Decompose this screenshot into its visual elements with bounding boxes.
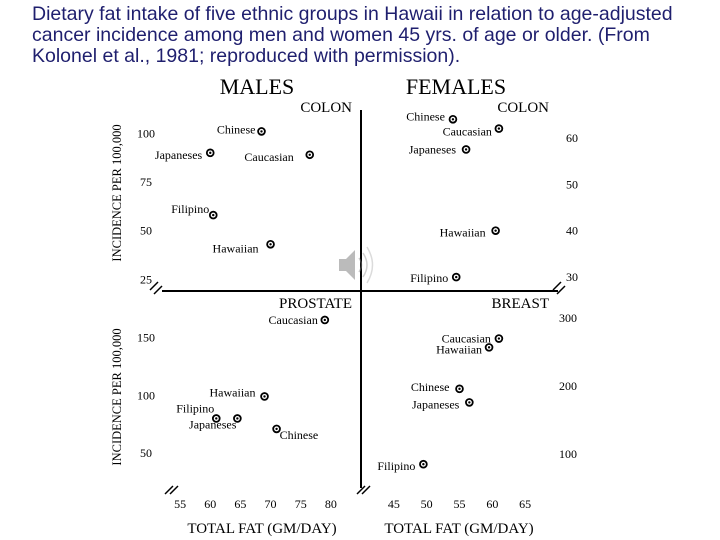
x-tick-label: 65: [234, 497, 246, 511]
data-point-center: [468, 401, 471, 404]
point-label: Caucasian: [244, 150, 293, 164]
axis-break-mark: [164, 485, 179, 495]
point-label: Japaneses: [155, 148, 203, 162]
point-label: Filipino: [176, 401, 214, 415]
data-point-center: [269, 243, 272, 246]
y-tick-label: 75: [140, 175, 152, 189]
data-point-center: [494, 229, 497, 232]
point-label: Japaneses: [412, 397, 460, 411]
data-point-center: [497, 127, 501, 130]
x-tick-label: 75: [295, 497, 307, 511]
axis-break-mark: [552, 281, 566, 295]
panel-title: COLON: [497, 100, 549, 116]
point-label: Chinese: [280, 428, 319, 442]
point-label: Filipino: [171, 202, 209, 216]
x-tick-label: 70: [265, 497, 277, 511]
y-tick-label: 50: [566, 177, 578, 191]
point-label: Caucasian: [269, 313, 318, 327]
males-header: MALES: [220, 74, 295, 99]
x-tick-label: 80: [325, 497, 337, 511]
data-point-center: [455, 275, 458, 279]
point-label: Chinese: [217, 122, 256, 136]
data-point-center: [212, 213, 215, 217]
speaker-icon: [339, 246, 374, 284]
data-point-center: [497, 337, 501, 340]
y-tick-label: 100: [559, 447, 577, 461]
x-tick-label: 60: [204, 497, 216, 511]
data-point-center: [275, 427, 278, 431]
data-point-center: [263, 395, 266, 398]
point-label: Filipino: [377, 459, 415, 473]
data-point-center: [458, 387, 461, 391]
point-label: Hawaiian: [436, 342, 482, 356]
x-tick-label: 55: [174, 497, 186, 511]
x-axis-label-males: TOTAL FAT (GM/DAY): [187, 521, 336, 537]
point-label: Caucasian: [443, 125, 492, 139]
y-axis-label-top: INCIDENCE PER 100,000: [110, 124, 124, 261]
x-tick-label: 55: [454, 497, 466, 511]
x-tick-label: 45: [388, 497, 400, 511]
x-tick-label: 60: [486, 497, 498, 511]
panel-title: BREAST: [491, 296, 549, 312]
figure-caption: Dietary fat intake of five ethnic groups…: [32, 3, 673, 67]
data-point-center: [487, 346, 491, 349]
point-label: Chinese: [411, 380, 450, 394]
y-tick-label: 100: [137, 388, 155, 402]
y-tick-label: 100: [137, 126, 155, 140]
point-label: Japaneses: [409, 142, 457, 156]
data-point-center: [451, 118, 455, 121]
x-axis-label-females: TOTAL FAT (GM/DAY): [384, 521, 533, 537]
panel-title: PROSTATE: [279, 296, 352, 312]
data-point-center: [236, 417, 239, 420]
point-label: Chinese: [406, 109, 445, 123]
point-label: Filipino: [410, 271, 448, 285]
axis-break-mark: [356, 485, 371, 495]
panel-title: COLON: [300, 100, 352, 116]
x-tick-label: 50: [421, 497, 433, 511]
y-tick-label: 200: [559, 379, 577, 393]
data-point-center: [308, 153, 311, 156]
y-tick-label: 50: [140, 446, 152, 460]
data-point-center: [215, 417, 218, 420]
y-tick-label: 150: [137, 330, 155, 344]
data-point-center: [422, 463, 425, 466]
y-tick-label: 50: [140, 224, 152, 238]
y-tick-label: 30: [566, 270, 578, 284]
point-label: Hawaiian: [210, 385, 256, 399]
data-point-center: [323, 318, 327, 322]
data-point-center: [464, 148, 468, 151]
y-axis-label-bottom: INCIDENCE PER 100,000: [110, 328, 124, 465]
y-tick-label: 60: [566, 131, 578, 145]
point-label: Hawaiian: [213, 241, 259, 255]
axis-break-mark: [149, 281, 163, 295]
data-point-center: [260, 130, 263, 133]
females-header: FEMALES: [406, 74, 506, 99]
data-point-center: [209, 151, 212, 155]
y-tick-label: 40: [566, 224, 578, 238]
y-tick-label: 300: [559, 311, 577, 325]
point-label: Hawaiian: [440, 226, 486, 240]
point-label: Caucasian: [442, 332, 491, 346]
x-tick-label: 65: [519, 497, 531, 511]
point-label: Japaneses: [189, 417, 237, 431]
y-tick-label: 25: [140, 272, 152, 286]
